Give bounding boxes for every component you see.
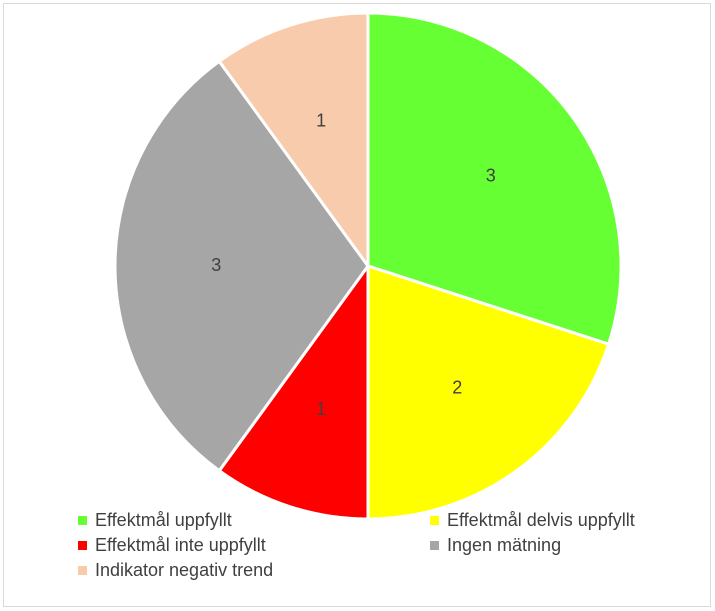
data-label-effektmal-uppfyllt: 3 (486, 166, 496, 186)
legend-label: Effektmål uppfyllt (95, 510, 232, 530)
legend-swatch (430, 516, 439, 525)
legend-item-effektmal-inte-uppfyllt: Effektmål inte uppfyllt (78, 535, 266, 556)
pie-data-labels: 3 2 1 3 1 (211, 110, 496, 419)
pie-slice-indikator-negativ-trend (217, 11, 370, 268)
pie-slice-effektmal-delvis-uppfyllt (366, 264, 611, 521)
legend-label: Effektmål delvis uppfyllt (447, 510, 635, 530)
legend-swatch (78, 541, 87, 550)
pie-slice-effektmal-inte-uppfyllt (217, 264, 370, 521)
legend-swatch (78, 566, 87, 575)
legend-item-ingen-matning: Ingen mätning (430, 535, 561, 556)
legend-swatch (78, 516, 87, 525)
data-label-effektmal-delvis-uppfyllt: 2 (452, 378, 462, 398)
legend-swatch (430, 541, 439, 550)
legend-item-effektmal-uppfyllt: Effektmål uppfyllt (78, 510, 232, 531)
legend-item-effektmal-delvis-uppfyllt: Effektmål delvis uppfyllt (430, 510, 635, 531)
legend-item-indikator-negativ-trend: Indikator negativ trend (78, 560, 273, 581)
legend-label: Effektmål inte uppfyllt (95, 535, 266, 555)
legend-label: Ingen mätning (447, 535, 562, 555)
legend-label: Indikator negativ trend (95, 560, 274, 580)
pie-slice-effektmal-uppfyllt (366, 11, 623, 346)
data-label-effektmal-inte-uppfyllt: 1 (316, 399, 326, 419)
pie-slices (113, 11, 623, 521)
data-label-ingen-matning: 3 (211, 255, 221, 275)
pie-slice-ingen-matning (113, 59, 370, 473)
data-label-indikator-negativ-trend: 1 (316, 110, 326, 130)
